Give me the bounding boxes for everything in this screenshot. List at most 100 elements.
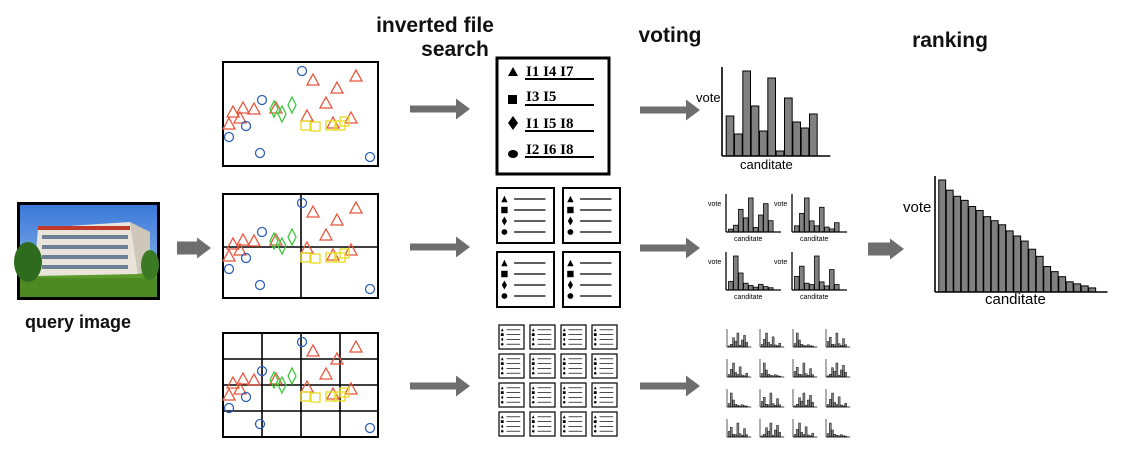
histogram-bar (800, 127, 810, 157)
histogram-bar (835, 404, 839, 408)
diamond-icon (277, 236, 287, 256)
histogram-bar (767, 374, 770, 378)
square-icon (562, 420, 566, 423)
histogram-bar (1043, 266, 1052, 293)
histogram-bar (774, 374, 777, 378)
histogram-bar (837, 343, 841, 348)
right-arrow-icon (410, 236, 470, 258)
histogram-bar (835, 362, 839, 378)
histogram-bar (793, 371, 797, 378)
diamond-icon (287, 95, 297, 115)
list-icon (498, 411, 525, 437)
histogram-bar (793, 434, 797, 438)
histogram-bar (738, 208, 744, 233)
histogram-bar (975, 210, 984, 293)
triangle-icon (318, 366, 334, 380)
circle-icon (240, 252, 252, 264)
circle-icon (240, 391, 252, 403)
circle-icon (593, 429, 597, 433)
histogram-bar (833, 434, 836, 438)
feature-space-panel-4x4 (221, 332, 379, 438)
circle-icon (562, 429, 566, 433)
triangle-icon (225, 104, 241, 118)
square-icon (501, 206, 508, 214)
square-icon (508, 95, 517, 104)
circle-icon (531, 342, 535, 346)
circle-icon (364, 151, 376, 163)
histogram-bar (748, 197, 754, 233)
circle-icon (296, 197, 308, 209)
list-icon (498, 353, 525, 379)
histogram-bar (799, 213, 805, 233)
circle-icon (562, 342, 566, 346)
list-icon (591, 353, 618, 379)
histogram-bar (730, 369, 733, 378)
histogram-bar (990, 220, 999, 293)
histogram-bar (819, 206, 825, 233)
histogram-bar (833, 370, 836, 378)
histogram-bar (802, 362, 806, 378)
panel-frame (222, 61, 379, 167)
histogram-bar (819, 281, 825, 291)
histogram-bar (833, 402, 836, 408)
square-icon (531, 420, 535, 423)
triangle-icon (305, 204, 321, 218)
diamond-icon (594, 337, 597, 342)
histogram-bar (809, 284, 815, 291)
histogram-bar (748, 285, 754, 291)
inverted-file-row-4: I2 I6 I8 (508, 142, 594, 158)
histogram-bar (769, 392, 773, 408)
histogram-bar (758, 283, 764, 291)
square-icon (593, 420, 597, 423)
diamond-icon (287, 227, 297, 247)
histogram-bar (763, 203, 769, 233)
histogram-bar (833, 344, 836, 348)
histogram-bar (831, 429, 834, 438)
histogram-bar (745, 342, 748, 348)
histogram-bar (794, 275, 800, 291)
square-icon (325, 391, 336, 402)
triangle-icon (562, 357, 566, 361)
right-arrow-icon (868, 238, 904, 260)
inverted-file-ids: I1 I4 I7 (526, 64, 574, 80)
histogram-bar (829, 399, 832, 408)
histogram-bar (792, 121, 801, 157)
circle-icon (500, 400, 504, 404)
square-icon (500, 362, 504, 365)
histogram-bar (742, 70, 751, 157)
square-icon (325, 120, 336, 131)
circle-icon (223, 263, 235, 275)
list-icon (560, 382, 587, 408)
triangle-icon (531, 357, 535, 361)
histogram-bar (938, 179, 947, 293)
histogram-bar (760, 344, 764, 348)
right-arrow-icon (410, 375, 470, 397)
triangle-icon (500, 357, 504, 361)
circle-icon (567, 229, 574, 235)
diamond-icon (508, 116, 518, 130)
heading-inverted-file-search-line2: search (421, 38, 489, 61)
list-icon (591, 411, 618, 437)
triangle-icon (567, 259, 574, 267)
square-icon (593, 333, 597, 336)
triangle-icon (221, 248, 237, 262)
circle-icon (223, 402, 235, 414)
triangle-icon (235, 100, 251, 114)
histogram-bar (736, 422, 740, 438)
histogram-bar (725, 115, 735, 157)
list-icon (529, 324, 556, 350)
triangle-icon (232, 381, 248, 395)
histogram-bar (750, 105, 760, 157)
histogram-bar (831, 367, 834, 378)
triangle-icon (531, 386, 535, 390)
list-icon (560, 324, 587, 350)
histogram-bar (765, 369, 768, 378)
histogram-bar (738, 272, 744, 291)
histogram-bar (767, 404, 770, 408)
triangle-icon (593, 415, 597, 419)
square-icon (500, 333, 504, 336)
diamond-icon (563, 424, 566, 429)
square-icon (562, 362, 566, 365)
square-icon (562, 391, 566, 394)
